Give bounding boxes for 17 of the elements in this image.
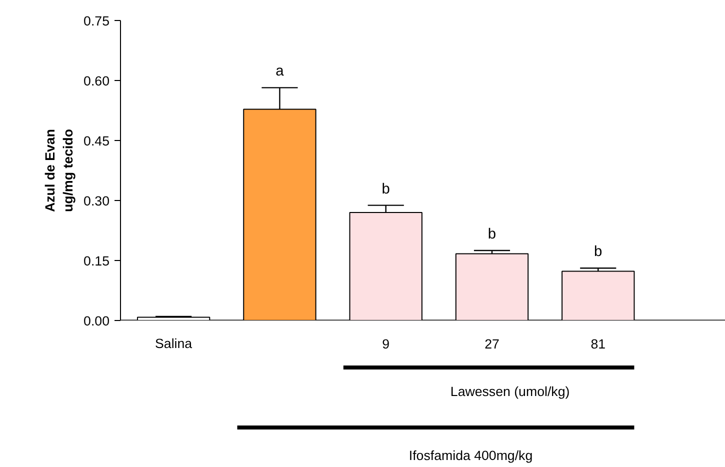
data-label: a [276,64,285,80]
data-label: b [594,244,602,260]
x-tick-label: Salina [155,336,193,351]
text: Lawessen (umol/kg) [450,384,570,399]
y-tick-label: 0.15 [84,254,110,268]
y-tick-label: 0.00 [84,314,110,328]
x-tick-label: 81 [590,336,606,352]
y-tick-label: 0.60 [84,74,110,88]
y-axis-title: Azul de Evan ug/mg tecido [42,129,76,212]
data-label: b [488,226,496,242]
data-label: b [382,181,390,198]
x-tick-label: 27 [484,336,500,352]
x-tick-label: 9 [382,336,390,352]
text: Ifosfamida 400mg/kg [408,448,533,463]
y-tick-label: 0.30 [84,194,110,208]
y-tick-label: 0.45 [84,134,110,148]
y-tick-label: 0.75 [84,14,110,28]
